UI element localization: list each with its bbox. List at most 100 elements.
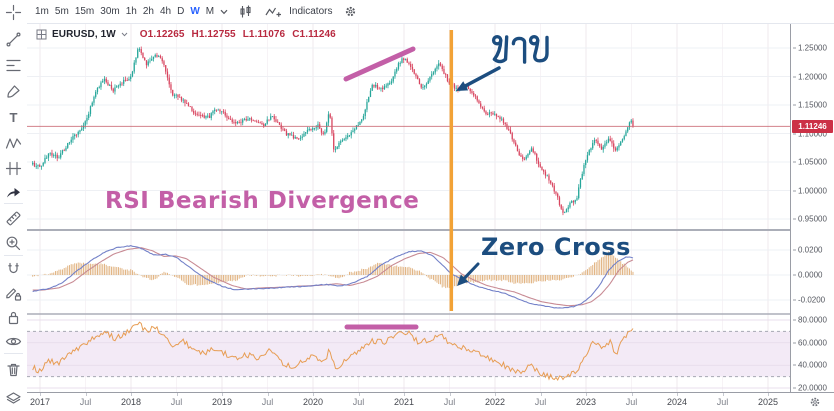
price-axis-label: 0.95000 bbox=[793, 215, 827, 224]
time-axis-tick bbox=[40, 393, 41, 396]
price-axis-label: 1.05000 bbox=[793, 158, 827, 167]
object-tree-icon[interactable] bbox=[5, 391, 22, 408]
indicators-button[interactable]: Indicators bbox=[289, 6, 333, 17]
time-axis-tick bbox=[404, 393, 405, 396]
price-axis-label: 1.20000 bbox=[793, 72, 827, 81]
time-axis-label-jul: Jul bbox=[716, 397, 729, 407]
time-axis-label-2025: 2025 bbox=[757, 397, 779, 407]
timeframe-15m[interactable]: 15m bbox=[74, 5, 95, 17]
time-axis-label-2022: 2022 bbox=[484, 397, 506, 407]
time-axis-tick bbox=[222, 393, 223, 396]
time-axis[interactable]: 2017 Jul 2018 Jul 2019 Jul 2020 Jul 2021 Jul 2022 J… bbox=[27, 392, 834, 411]
timeframe-5m[interactable]: 5m bbox=[54, 5, 69, 17]
fib-lines-icon[interactable] bbox=[5, 57, 22, 74]
chart-panes[interactable] bbox=[27, 24, 790, 392]
candlestick-style-icon[interactable] bbox=[238, 4, 253, 19]
arrow-marker-icon[interactable] bbox=[5, 184, 22, 201]
magnet-icon[interactable] bbox=[5, 261, 22, 278]
watchlist-grid-icon bbox=[36, 29, 47, 40]
timeframe-W[interactable]: W bbox=[190, 5, 200, 17]
symbol-chevron-down-icon[interactable] bbox=[121, 32, 128, 37]
toolbar-gear-icon[interactable] bbox=[344, 5, 357, 18]
brush-icon[interactable] bbox=[5, 83, 22, 100]
time-axis-label-2023: 2023 bbox=[575, 397, 597, 407]
axis-gear-icon[interactable] bbox=[809, 396, 821, 408]
timeframe-30m[interactable]: 30m bbox=[100, 5, 120, 17]
time-axis-tick bbox=[358, 393, 360, 396]
bars-pattern-icon[interactable] bbox=[5, 160, 22, 177]
time-axis-label-jul: Jul bbox=[625, 397, 638, 407]
hide-drawings-icon[interactable] bbox=[5, 333, 22, 350]
time-axis-label-jul: Jul bbox=[79, 397, 92, 407]
price-axis-label: 1.00000 bbox=[793, 186, 827, 195]
top-toolbar: 1m 5m 15m 30m 1h 2h 4h D W M Indicators bbox=[27, 0, 834, 24]
svg-text:T: T bbox=[10, 110, 18, 125]
chevron-down-icon[interactable] bbox=[220, 9, 228, 15]
macd-axis-label: -0.0200 bbox=[793, 296, 825, 305]
time-axis-label-2021: 2021 bbox=[393, 397, 415, 407]
time-axis-label-2018: 2018 bbox=[120, 397, 142, 407]
drawing-toolbar: T bbox=[0, 0, 28, 411]
current-price-tag: 1.11246 bbox=[792, 119, 833, 133]
ruler-icon[interactable] bbox=[5, 210, 22, 227]
price-axis-label: 1.25000 bbox=[793, 44, 827, 53]
time-axis-label-jul: Jul bbox=[352, 397, 365, 407]
price-axis[interactable]: 1.11246 1.25000 1.20000 1.15000 1.10000 1.05… bbox=[790, 24, 834, 393]
timeframe-M[interactable]: M bbox=[205, 5, 215, 17]
time-axis-tick bbox=[677, 393, 678, 396]
time-axis-label-jul: Jul bbox=[170, 397, 183, 407]
ohlc-h: H1.12755 bbox=[191, 28, 236, 40]
time-axis-tick bbox=[540, 393, 542, 396]
time-axis-tick bbox=[267, 393, 269, 396]
time-axis-tick bbox=[495, 393, 496, 396]
time-axis-tick bbox=[631, 393, 633, 396]
time-axis-tick bbox=[722, 393, 724, 396]
time-axis-tick bbox=[176, 393, 178, 396]
text-icon[interactable]: T bbox=[5, 109, 22, 126]
time-axis-tick bbox=[131, 393, 132, 396]
time-axis-tick bbox=[586, 393, 587, 396]
indicators-icon[interactable] bbox=[265, 5, 282, 18]
symbol-legend[interactable]: EURUSD, 1W O1.12265 H1.12755 L1.11076 C1.11… bbox=[36, 27, 336, 41]
ohlc-o: O1.12265 bbox=[139, 28, 185, 40]
crosshair-icon[interactable] bbox=[5, 4, 22, 21]
rsi-axis-label: 20.0000 bbox=[793, 384, 827, 393]
time-axis-tick bbox=[768, 393, 769, 396]
lock-icon[interactable] bbox=[5, 309, 22, 326]
ohlc-c: C1.11246 bbox=[292, 28, 336, 40]
price-axis-label: 1.10000 bbox=[793, 129, 827, 138]
time-axis-label-2020: 2020 bbox=[302, 397, 324, 407]
sidebar-divider bbox=[4, 255, 23, 256]
timeframe-1h[interactable]: 1h bbox=[125, 5, 137, 17]
symbol-title[interactable]: EURUSD, 1W bbox=[52, 28, 116, 40]
xabcd-pattern-icon[interactable] bbox=[5, 135, 22, 152]
timeframe-list: 1m 5m 15m 30m 1h 2h 4h D W M bbox=[35, 0, 214, 24]
time-axis-label-2019: 2019 bbox=[211, 397, 233, 407]
timeframe-2h[interactable]: 2h bbox=[142, 5, 154, 17]
rsi-axis-label: 80.0000 bbox=[793, 316, 827, 325]
timeframe-D[interactable]: D bbox=[177, 5, 185, 17]
sidebar-divider bbox=[4, 353, 23, 354]
timeframe-1m[interactable]: 1m bbox=[35, 5, 49, 17]
rsi-axis-label: 60.0000 bbox=[793, 338, 827, 347]
sidebar-divider bbox=[4, 203, 23, 204]
time-axis-label-jul: Jul bbox=[534, 397, 547, 407]
timeframe-4h[interactable]: 4h bbox=[159, 5, 172, 17]
time-axis-tick bbox=[449, 393, 451, 396]
zero-cross-label[interactable]: Zero Cross bbox=[481, 233, 631, 261]
ohlc-values: O1.12265 H1.12755 L1.11076 C1.11246 bbox=[133, 29, 336, 40]
remove-drawings-icon[interactable] bbox=[5, 361, 22, 378]
rsi-bearish-divergence-label[interactable]: RSI Bearish Divergence bbox=[105, 188, 420, 214]
trend-line-icon[interactable] bbox=[5, 31, 22, 48]
macd-axis-label: 0.0200 bbox=[793, 246, 822, 255]
time-axis-tick bbox=[313, 393, 314, 396]
macd-axis-label: 0.0000 bbox=[793, 271, 822, 280]
time-axis-label-jul: Jul bbox=[443, 397, 456, 407]
drawing-lock-icon[interactable] bbox=[5, 285, 22, 302]
time-axis-label-2017: 2017 bbox=[29, 397, 51, 407]
time-axis-tick bbox=[85, 393, 87, 396]
time-axis-label-2024: 2024 bbox=[666, 397, 688, 407]
ohlc-l: L1.11076 bbox=[242, 28, 286, 40]
zoom-in-icon[interactable] bbox=[5, 235, 22, 252]
